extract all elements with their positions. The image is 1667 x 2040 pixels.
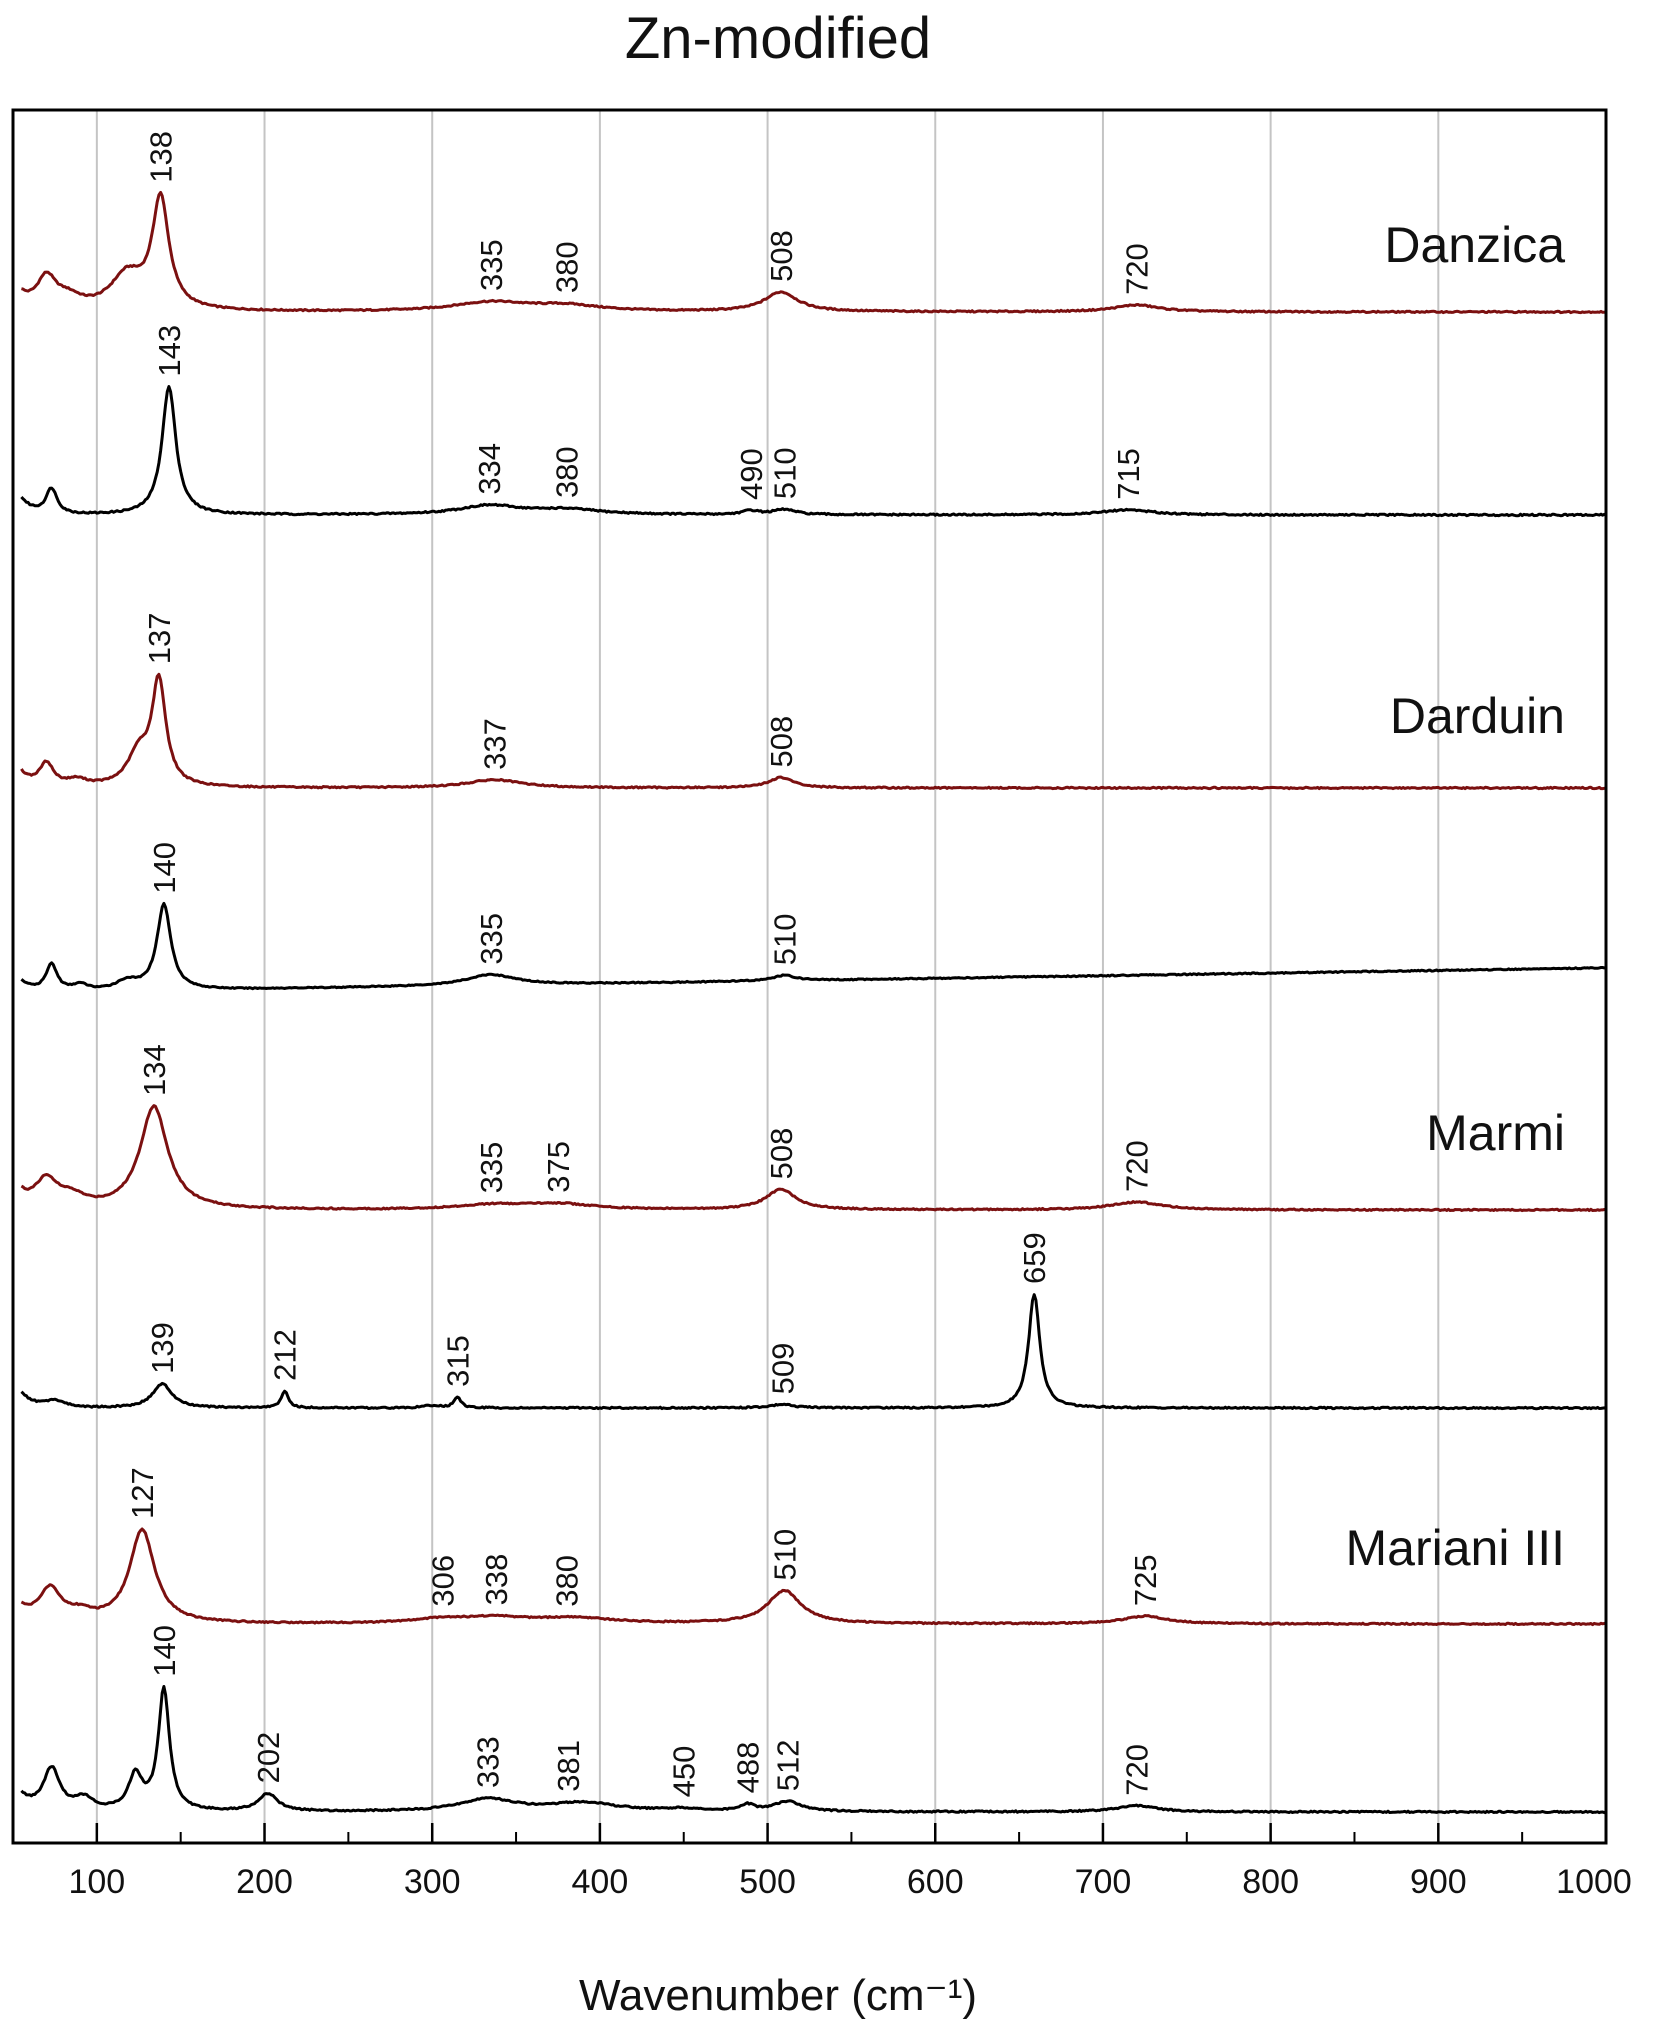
series-name-label: Mariani III	[1345, 1520, 1565, 1576]
peak-label: 508	[764, 716, 799, 768]
peak-label: 508	[764, 1128, 799, 1180]
peak-label: 508	[764, 230, 799, 282]
x-tick-label: 500	[739, 1863, 796, 1901]
series-name-label: Danzica	[1384, 217, 1565, 273]
spectrum-series-5	[20, 1104, 1607, 1213]
peak-label: 315	[440, 1335, 475, 1387]
peak-label: 137	[142, 612, 177, 664]
peak-label: 725	[1128, 1554, 1163, 1606]
peak-label: 140	[147, 1625, 182, 1677]
spectrum-series-6	[20, 1293, 1607, 1411]
peak-label: 134	[137, 1044, 172, 1096]
peak-label: 450	[667, 1746, 702, 1798]
x-tick-label: 400	[572, 1863, 629, 1901]
peak-label: 375	[541, 1141, 576, 1193]
spectra-series	[20, 190, 1607, 1815]
peak-label: 334	[472, 443, 507, 495]
peak-label: 338	[479, 1554, 514, 1606]
peak-label: 380	[549, 446, 584, 498]
peak-label: 488	[731, 1742, 766, 1794]
peak-label: 202	[251, 1732, 286, 1784]
peak-label: 127	[125, 1467, 160, 1519]
peak-label: 380	[549, 1555, 584, 1607]
spectrum-series-1	[21, 190, 1607, 315]
peak-label: 510	[767, 447, 802, 499]
peak-label: 333	[470, 1736, 505, 1788]
x-tick-label: 900	[1410, 1863, 1467, 1901]
x-tick-label: 100	[68, 1863, 125, 1901]
gridlines	[95, 110, 1440, 1843]
peak-label: 381	[551, 1740, 586, 1792]
x-tick-label: 1000	[1556, 1863, 1632, 1901]
series-name-label: Darduin	[1390, 688, 1565, 744]
spectrum-series-4	[20, 901, 1606, 991]
peak-label: 140	[147, 842, 182, 894]
peak-label: 335	[474, 1142, 509, 1194]
peak-label: 490	[734, 448, 769, 500]
x-tick-label: 800	[1242, 1863, 1299, 1901]
peak-label: 715	[1111, 448, 1146, 500]
peak-label: 139	[145, 1322, 180, 1374]
peak-label: 509	[766, 1343, 801, 1395]
peak-label: 512	[771, 1739, 806, 1791]
spectrum-series-3	[20, 672, 1607, 791]
peak-label: 212	[268, 1329, 303, 1381]
peak-label: 335	[474, 913, 509, 965]
peak-label: 335	[474, 239, 509, 291]
spectrum-series-2	[20, 385, 1607, 518]
peak-label: 720	[1120, 243, 1155, 295]
x-tick-label: 600	[907, 1863, 964, 1901]
x-axis-label: Wavenumber (cm⁻¹)	[579, 1971, 977, 2020]
spectrum-series-8	[20, 1685, 1607, 1815]
x-axis-ticks: 100 200 300 400 500 600 700 800 900 1000	[68, 1823, 1632, 1901]
peak-label: 510	[767, 1529, 802, 1581]
peak-label: 720	[1119, 1744, 1154, 1796]
peak-label: 510	[767, 914, 802, 966]
peak-label: 380	[549, 241, 584, 293]
peak-label: 138	[144, 131, 179, 183]
peak-label: 659	[1017, 1232, 1052, 1284]
peak-label: 306	[425, 1555, 460, 1607]
peak-label: 143	[152, 325, 187, 377]
x-tick-label: 300	[404, 1863, 461, 1901]
spectrum-series-7	[20, 1527, 1607, 1627]
series-name-label: Marmi	[1426, 1105, 1565, 1161]
plot-frame	[11, 108, 1608, 1845]
peak-label: 720	[1120, 1140, 1155, 1192]
x-tick-label: 700	[1075, 1863, 1132, 1901]
chart-title: Zn-modified	[625, 6, 931, 71]
x-tick-label: 200	[236, 1863, 293, 1901]
peak-label: 337	[477, 718, 512, 770]
